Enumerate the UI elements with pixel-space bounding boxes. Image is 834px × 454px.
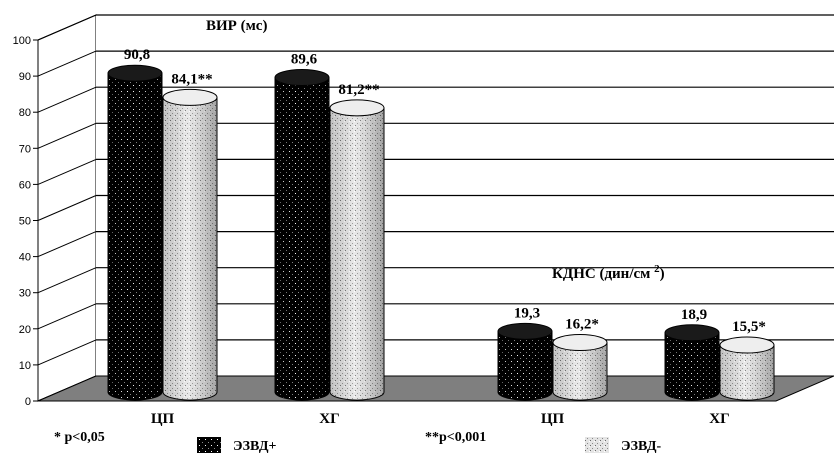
gridline-side — [37, 50, 97, 77]
x-tick-label: ХГ — [319, 411, 339, 427]
group-title: КДНС (дин/см 2) — [552, 263, 665, 282]
data-label: 18,9 — [681, 307, 707, 323]
chart-bars — [107, 64, 775, 401]
gridline-side — [37, 339, 97, 366]
data-label: 15,5* — [732, 319, 766, 335]
legend-label: ЭЗВД- — [621, 439, 661, 454]
y-tick-label: 40 — [19, 252, 31, 264]
gridline-side — [37, 122, 97, 149]
gridline-side — [37, 14, 97, 41]
data-label: 19,3 — [514, 305, 540, 321]
y-tick-label: 20 — [19, 324, 31, 336]
gridline-side — [37, 267, 97, 294]
y-tick-label: 60 — [19, 179, 31, 191]
x-tick-label: ЦП — [151, 411, 175, 427]
legend-label: ЭЗВД+ — [233, 439, 276, 454]
y-tick-label: 100 — [13, 35, 31, 47]
chart-labels: 0 10 20 30 40 50 60 70 80 90 100 90,8 84,1** ЦП 89,6 81… — [13, 18, 766, 445]
bar-shading — [665, 332, 719, 400]
data-label: 89,6 — [291, 52, 318, 68]
bar-shading — [498, 331, 552, 400]
bar-shading — [720, 345, 774, 400]
footnote: * p<0,05 — [54, 430, 105, 445]
data-label: 16,2* — [565, 317, 599, 333]
bar-top — [552, 334, 608, 352]
gridline-side — [37, 195, 97, 221]
y-tick-label: 90 — [19, 71, 31, 83]
legend-swatch — [585, 437, 609, 453]
y-tick-label: 30 — [19, 288, 31, 300]
gridline-side — [37, 86, 97, 113]
chart-back-walls — [33, 14, 834, 402]
legend-swatch — [197, 437, 221, 453]
y-tick-label: 0 — [25, 396, 31, 408]
bar-top — [274, 69, 330, 87]
x-tick-label: ХГ — [709, 411, 729, 427]
floor — [37, 375, 834, 402]
gridline-side — [37, 231, 97, 258]
x-tick-label: ЦП — [541, 411, 565, 427]
bar-top — [162, 88, 218, 106]
data-label: 84,1** — [171, 71, 212, 87]
bar-shading — [163, 97, 217, 401]
y-tick-label: 80 — [19, 107, 31, 119]
bar-shading — [275, 77, 329, 400]
chart-floor — [37, 375, 834, 402]
bar-shading — [330, 107, 384, 401]
bar-shading — [553, 342, 607, 400]
y-tick-label: 10 — [19, 360, 31, 372]
footnote: **p<0,001 — [425, 430, 486, 445]
gridline-side — [37, 303, 97, 330]
bar-top — [664, 324, 720, 342]
y-tick-label: 70 — [19, 143, 31, 155]
bar-top — [719, 336, 775, 354]
bar-shading — [108, 73, 162, 400]
bar-top — [107, 64, 163, 82]
group-title: ВИР (мс) — [206, 18, 267, 34]
bar-top — [497, 322, 553, 340]
data-label: 90,8 — [124, 47, 150, 63]
gridline-side — [37, 158, 97, 185]
data-label: 81,2** — [338, 82, 379, 98]
bar-top — [329, 99, 385, 117]
y-tick-label: 50 — [19, 216, 31, 228]
chart-legend: ЭЗВД+ ЭЗВД- — [197, 437, 661, 454]
